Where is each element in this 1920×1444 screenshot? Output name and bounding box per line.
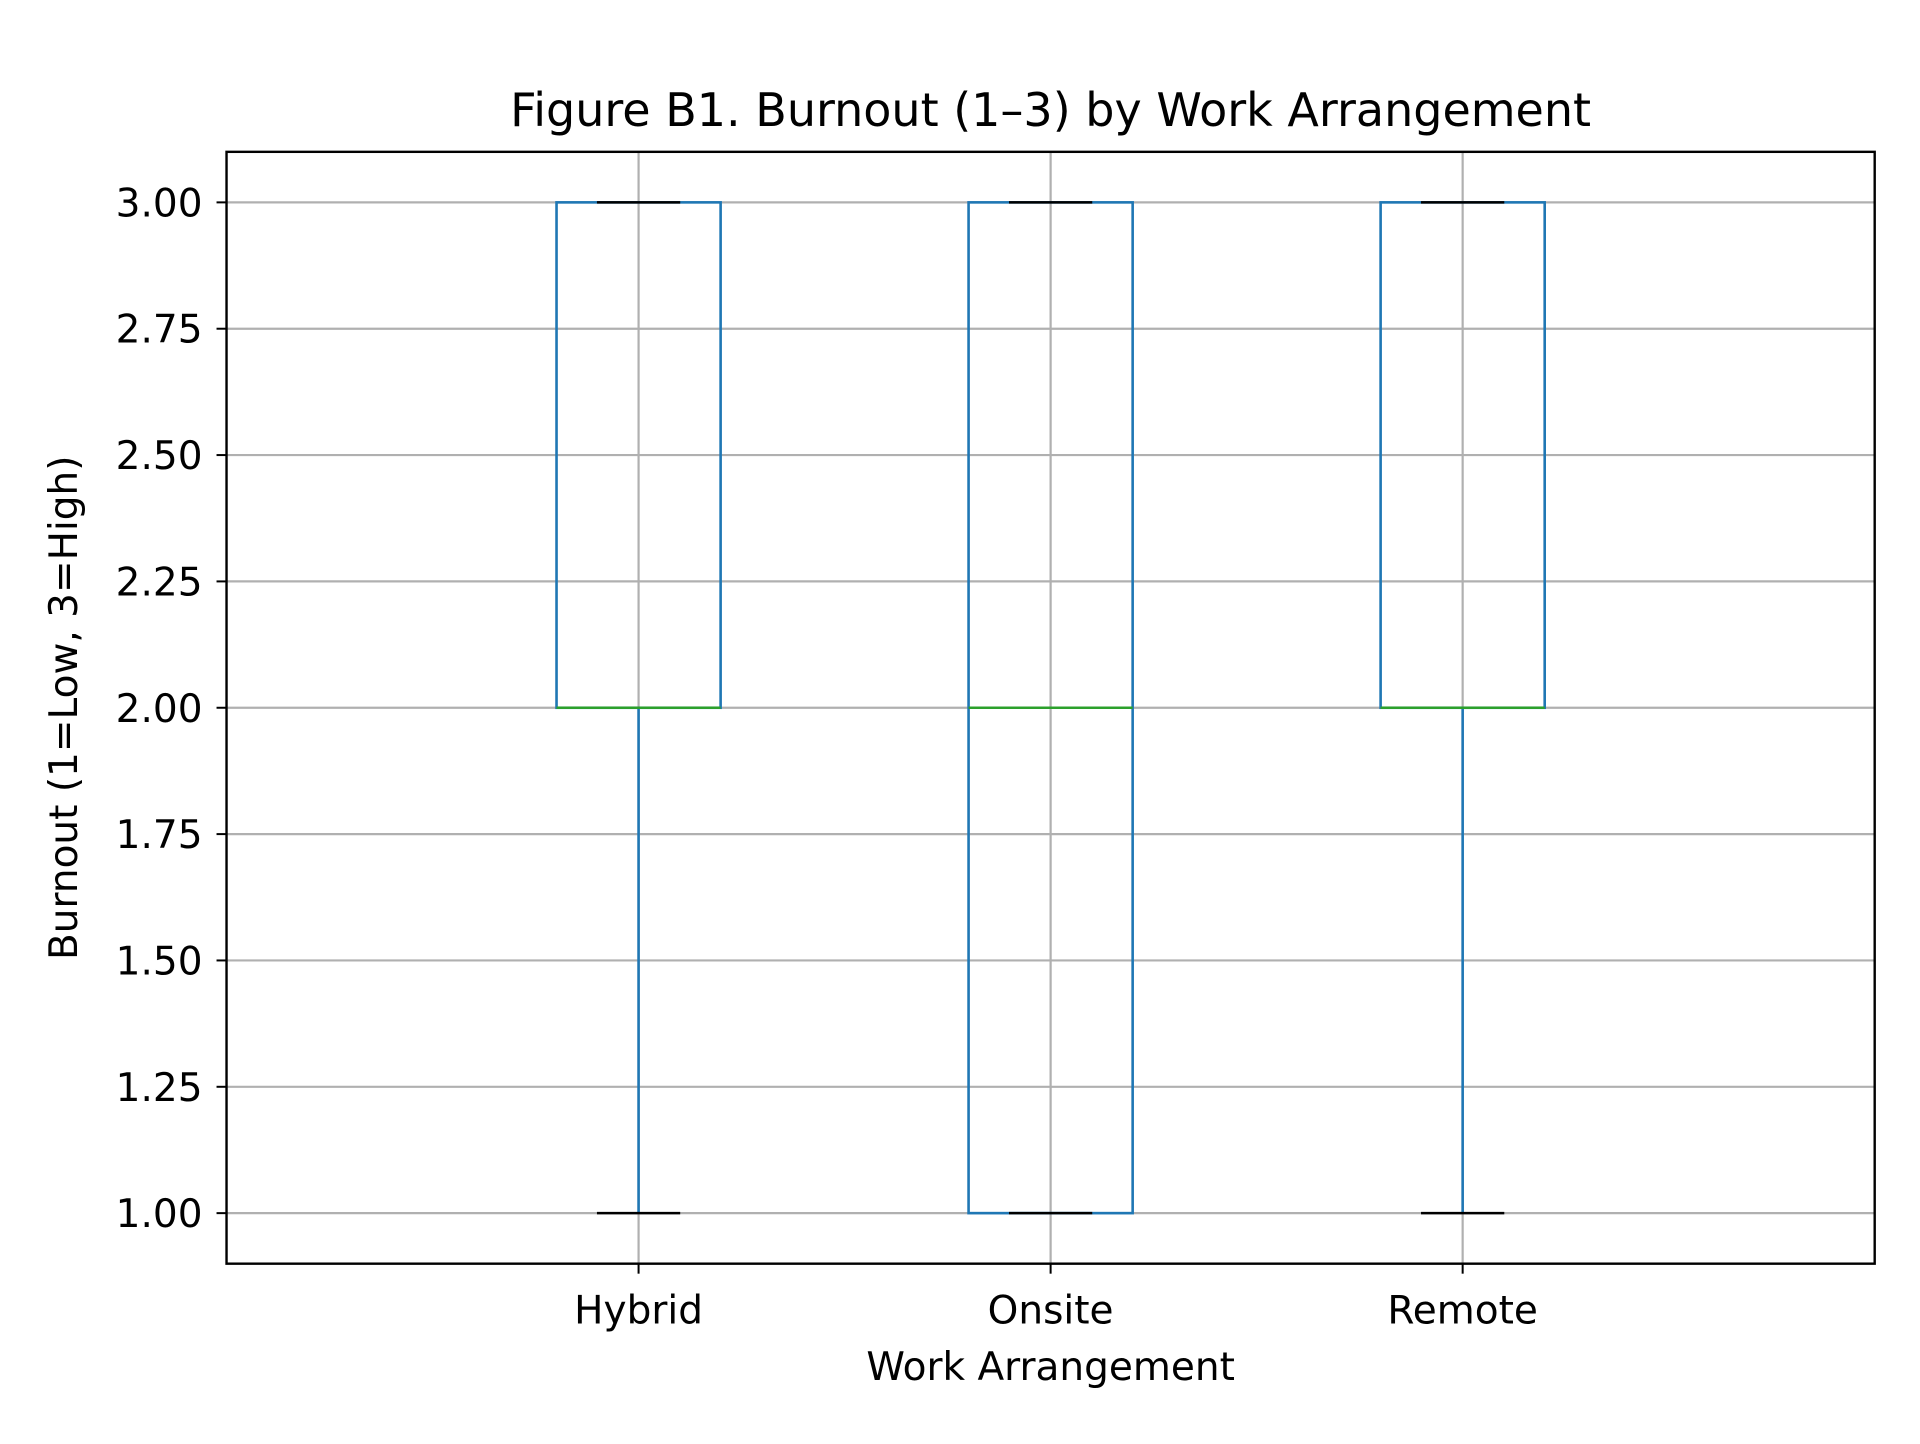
y-tick-label: 2.25 — [116, 560, 203, 605]
box-remote — [1379, 201, 1546, 1215]
x-tick-label: Remote — [1387, 1289, 1537, 1334]
y-tick-label: 2.50 — [116, 434, 203, 479]
box-onsite — [967, 201, 1134, 1215]
x-tick-label: Hybrid — [574, 1289, 703, 1334]
y-tick-label: 1.75 — [116, 813, 203, 858]
box-series — [555, 201, 1546, 1215]
box-hybrid — [555, 201, 722, 1215]
y-tick-label: 2.75 — [116, 308, 203, 353]
y-tick-label: 1.50 — [116, 939, 203, 984]
x-tick-label: Onsite — [988, 1289, 1114, 1334]
y-tick-label: 1.00 — [116, 1192, 203, 1237]
x-axis-label: Work Arrangement — [866, 1345, 1235, 1390]
y-tick-label: 3.00 — [116, 181, 203, 226]
chart-title: Figure B1. Burnout (1–3) by Work Arrange… — [510, 83, 1591, 137]
y-tick-label: 1.25 — [116, 1066, 203, 1111]
y-tick-label: 2.00 — [116, 687, 203, 732]
y-axis-label: Burnout (1=Low, 3=High) — [42, 456, 87, 960]
axis-ticks: 1.00 1.25 1.50 1.75 2.00 2.25 2.50 2.75 3.00 Hybr… — [116, 181, 1538, 1333]
